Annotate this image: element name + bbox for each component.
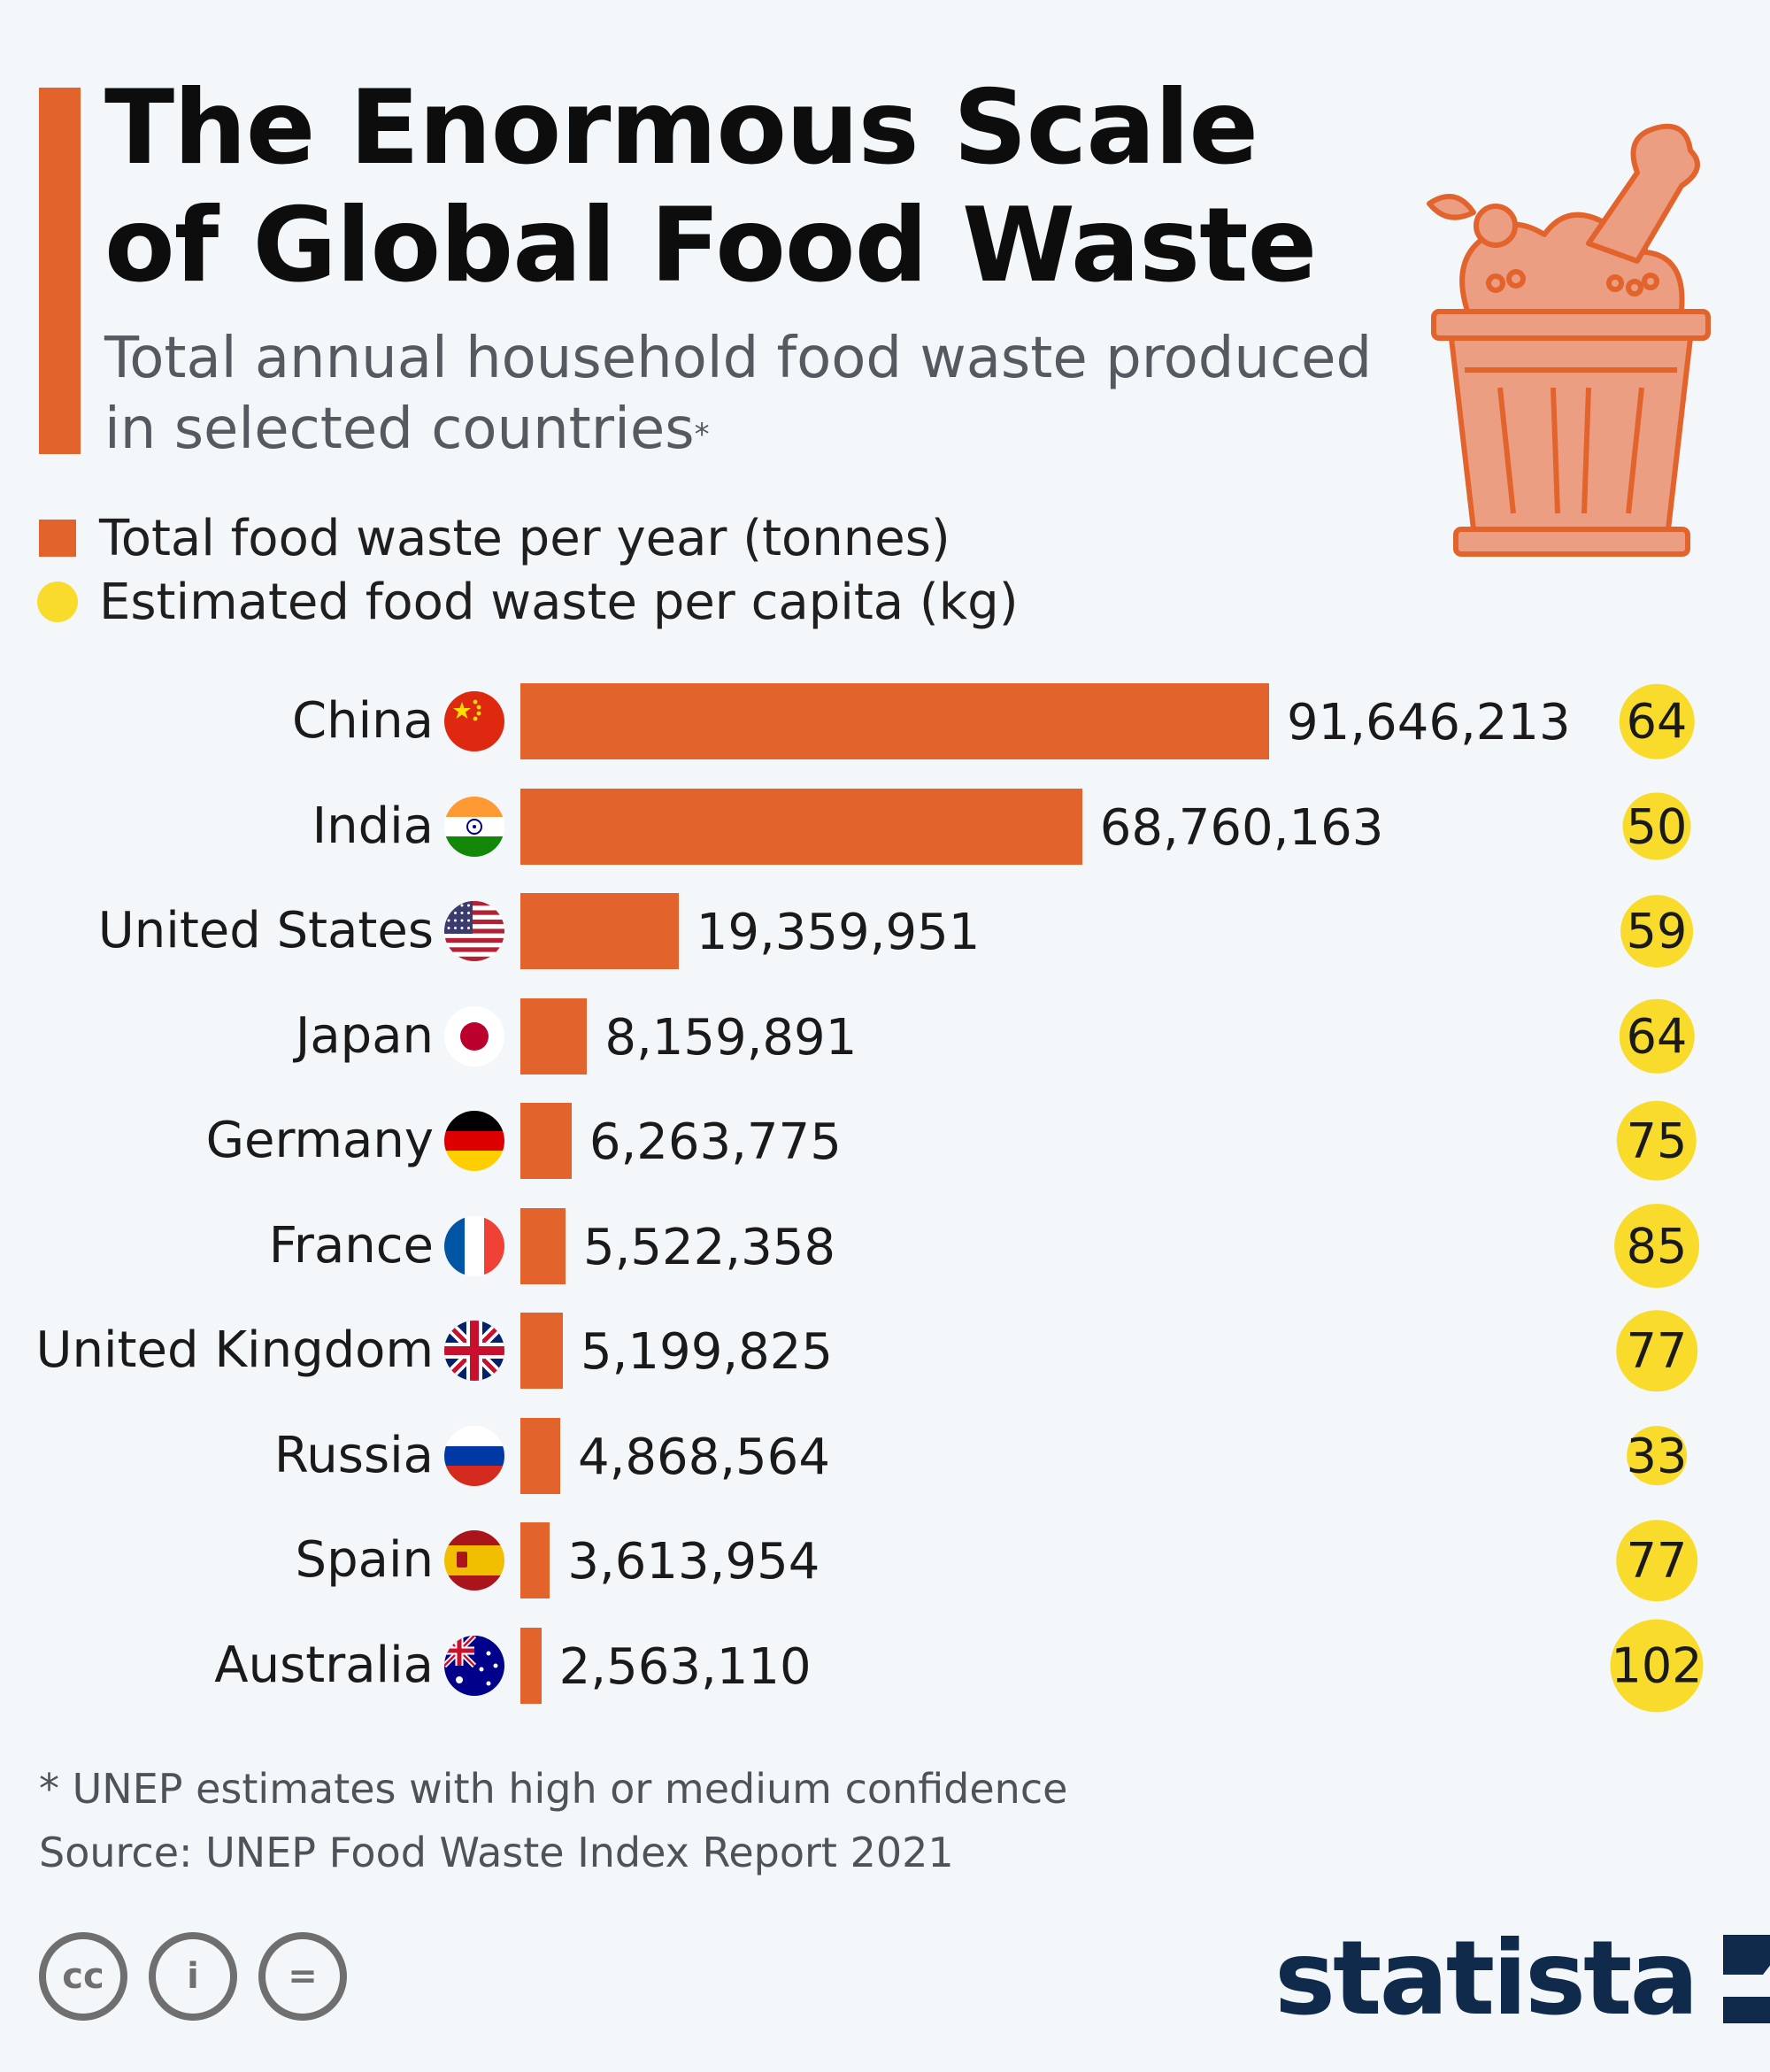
- russia-flag-icon: [444, 1425, 504, 1486]
- category-label: India: [312, 797, 434, 855]
- chart-title: The Enormous Scale of Global Food Waste: [104, 68, 1317, 305]
- japan-flag-icon: [444, 1005, 504, 1067]
- category-label: United States: [97, 902, 434, 959]
- category-label: Japan: [295, 1006, 434, 1065]
- accent-bar: [39, 88, 81, 454]
- capita-label: 33: [1626, 1428, 1688, 1483]
- food-waste-bin-icon: [1427, 123, 1711, 557]
- india-flag-icon: [444, 796, 504, 857]
- license-icons: cc i =: [39, 1932, 347, 2021]
- australia-flag-icon: [444, 1635, 504, 1696]
- capita-dot[interactable]: [1620, 895, 1693, 967]
- capita-label: 64: [1626, 1008, 1688, 1064]
- bar[interactable]: [520, 1417, 560, 1494]
- cc-icon[interactable]: cc: [39, 1932, 127, 2021]
- data-label: 5,522,358: [582, 1218, 835, 1276]
- legend-swatch-total: [39, 520, 76, 557]
- category-label: Germany: [205, 1112, 434, 1169]
- legend: Total food waste per year (tonnes) Estim…: [37, 506, 1019, 634]
- capita-label: 85: [1626, 1218, 1688, 1274]
- data-label: 3,613,954: [567, 1533, 820, 1591]
- spain-flag-icon: [444, 1530, 504, 1591]
- bar[interactable]: [520, 1207, 566, 1284]
- source-text: Source: UNEP Food Waste Index Report 202…: [39, 1829, 954, 1876]
- category-label: China: [292, 692, 434, 750]
- data-label: 5,199,825: [581, 1323, 834, 1381]
- capita-label: 77: [1626, 1532, 1688, 1589]
- capita-dot[interactable]: [1622, 792, 1691, 860]
- bar[interactable]: [520, 1627, 542, 1704]
- capita-dot[interactable]: [1616, 1100, 1697, 1182]
- bar[interactable]: [520, 1103, 572, 1179]
- subtitle-text: Total annual household food waste produc…: [104, 326, 1373, 462]
- bar[interactable]: [520, 997, 588, 1075]
- footer: * UNEP estimates with high or medium con…: [39, 1757, 1067, 1884]
- subtitle-footnote-marker: *: [694, 417, 710, 452]
- category-label: United Kingdom: [35, 1321, 434, 1379]
- data-label: 4,868,564: [577, 1428, 830, 1486]
- united-kingdom-flag-icon: [444, 1321, 504, 1381]
- statista-logo[interactable]: statista: [1274, 1919, 1770, 2038]
- capita-label: 102: [1611, 1637, 1703, 1693]
- category-label: Russia: [273, 1426, 434, 1484]
- bar[interactable]: [520, 1313, 563, 1389]
- footnote-text: * UNEP estimates with high or medium con…: [39, 1765, 1068, 1813]
- legend-label-capita: Estimated food waste per capita (kg): [99, 573, 1019, 631]
- attribution-icon[interactable]: i: [149, 1932, 237, 2021]
- capita-label: 75: [1626, 1113, 1688, 1169]
- bar[interactable]: [520, 893, 679, 969]
- statista-mark-icon: [1722, 1934, 1770, 2023]
- capita-dot[interactable]: [1619, 998, 1695, 1074]
- data-label: 68,760,163: [1099, 798, 1384, 857]
- united-states-flag-icon: [444, 901, 504, 961]
- category-label: Spain: [295, 1531, 434, 1589]
- capita-dot[interactable]: [1616, 1520, 1697, 1601]
- capita-dot[interactable]: [1614, 1203, 1699, 1289]
- data-label: 19,359,951: [696, 904, 981, 961]
- capita-label: 64: [1626, 693, 1688, 750]
- bar[interactable]: [520, 1522, 550, 1598]
- legend-swatch-capita: [37, 582, 78, 622]
- category-label: France: [268, 1216, 434, 1275]
- capita-dot[interactable]: [1627, 1425, 1687, 1486]
- legend-label-total: Total food waste per year (tonnes): [99, 509, 950, 567]
- brand-name: statista: [1274, 1919, 1699, 2038]
- data-label: 6,263,775: [589, 1113, 842, 1171]
- legend-item-total: Total food waste per year (tonnes): [39, 506, 1019, 570]
- data-label: 8,159,891: [604, 1008, 858, 1067]
- category-label: Australia: [214, 1636, 434, 1694]
- no-derivatives-icon[interactable]: =: [258, 1932, 347, 2021]
- bar[interactable]: [520, 683, 1269, 759]
- legend-item-capita: Estimated food waste per capita (kg): [37, 570, 1019, 634]
- china-flag-icon: [444, 691, 504, 751]
- capita-label: 59: [1626, 903, 1688, 959]
- data-label: 91,646,213: [1287, 694, 1571, 751]
- capita-dot[interactable]: [1610, 1619, 1704, 1712]
- france-flag-icon: [444, 1215, 504, 1276]
- capita-dot[interactable]: [1616, 1310, 1697, 1391]
- germany-flag-icon: [444, 1111, 504, 1171]
- data-label: 2,563,110: [558, 1637, 812, 1696]
- bar[interactable]: [520, 788, 1082, 865]
- capita-dot[interactable]: [1619, 683, 1695, 759]
- capita-label: 50: [1626, 798, 1688, 854]
- chart-subtitle: Total annual household food waste produc…: [104, 323, 1397, 465]
- capita-label: 77: [1626, 1322, 1688, 1379]
